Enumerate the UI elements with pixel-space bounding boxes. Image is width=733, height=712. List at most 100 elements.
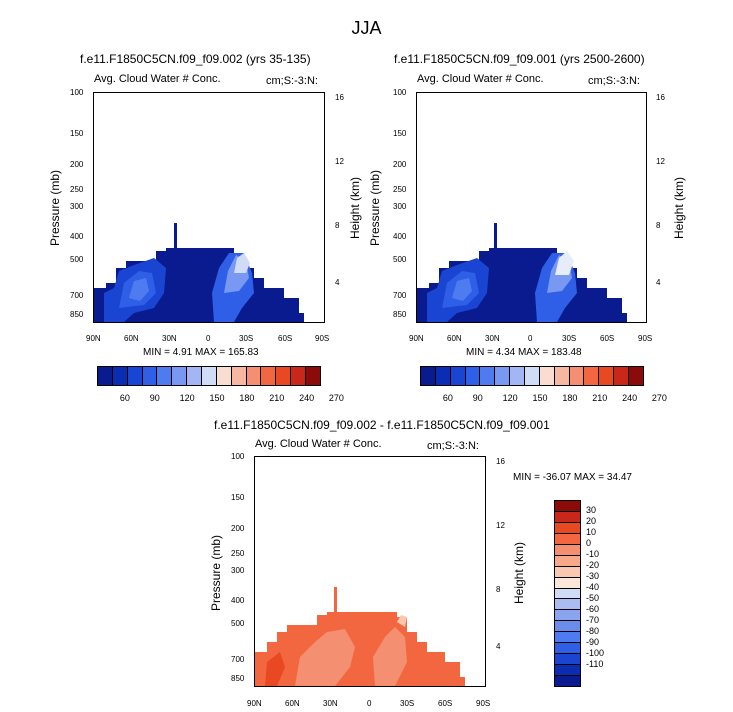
panel-3-title: f.e11.F1850C5CN.f09_f09.002 - f.e11.F185… xyxy=(214,418,550,432)
panel-3-plot xyxy=(254,456,486,687)
colorbar-2-swatch xyxy=(421,367,436,385)
colorbar-3-label: -70 xyxy=(586,615,600,625)
panel-2-title: f.e11.F1850C5CN.f09_f09.001 (yrs 2500-26… xyxy=(394,52,645,66)
colorbar-2-swatch xyxy=(465,367,481,385)
colorbar-2-label: 210 xyxy=(592,393,608,403)
colorbar-2-label: 90 xyxy=(472,393,483,403)
tick3-lat-90n: 90N xyxy=(247,699,262,708)
colorbar-3-label: 30 xyxy=(586,505,597,515)
tick-h3-4: 4 xyxy=(496,642,501,651)
tick-h2-12: 12 xyxy=(656,157,665,166)
panel-2-field-right-3 xyxy=(555,251,574,275)
colorbar-1-swatch xyxy=(306,367,320,385)
tick-p3-700: 700 xyxy=(231,655,245,664)
colorbar-3-swatch xyxy=(555,610,580,622)
colorbar-1-swatch xyxy=(216,367,232,385)
tick-p-250: 250 xyxy=(70,185,84,194)
colorbar-2-label: 270 xyxy=(651,393,667,403)
tick2-lat-60n: 60N xyxy=(447,334,462,343)
tick-lat-30n: 30N xyxy=(162,334,177,343)
colorbar-1-swatch xyxy=(98,367,113,385)
panel-1-ylabel: Pressure (mb) xyxy=(48,170,62,247)
colorbar-1-swatch xyxy=(142,367,158,385)
colorbar-3-swatch xyxy=(555,676,580,686)
colorbar-2-swatch xyxy=(584,367,600,385)
tick-p-500: 500 xyxy=(70,255,84,264)
colorbar-3-label: -110 xyxy=(586,659,604,669)
colorbar-2-swatch xyxy=(569,367,585,385)
tick3-lat-60s: 60S xyxy=(438,699,453,708)
colorbar-3-label: -20 xyxy=(586,560,600,570)
tick-p3-300: 300 xyxy=(231,566,245,575)
tick-p-400: 400 xyxy=(70,232,84,241)
colorbar-3-label: -60 xyxy=(586,604,600,614)
colorbar-2-label: 60 xyxy=(442,393,453,403)
panel-3-field-dark xyxy=(265,652,285,686)
tick-p2-300: 300 xyxy=(393,202,407,211)
tick-p3-200: 200 xyxy=(231,524,245,533)
panel-3-spike xyxy=(334,587,337,612)
panel-2-plot xyxy=(416,92,647,323)
colorbar-1-swatch xyxy=(157,367,173,385)
tick-h2-16: 16 xyxy=(656,93,665,102)
panel-1-units-label: cm;S:-3:N: xyxy=(266,75,318,87)
tick2-lat-60s: 60S xyxy=(600,334,615,343)
panel-2-variable-label: Avg. Cloud Water # Conc. xyxy=(417,73,544,85)
colorbar-3-swatch xyxy=(555,555,580,567)
colorbar-1-label: 150 xyxy=(209,393,225,403)
tick-p2-850: 850 xyxy=(393,310,407,319)
tick-p2-150: 150 xyxy=(393,129,407,138)
panel-3-field-light xyxy=(295,629,355,686)
panel-3-ylabel: Pressure (mb) xyxy=(209,535,223,612)
tick-lat-90n: 90N xyxy=(86,334,101,343)
colorbar-1-label: 180 xyxy=(239,393,255,403)
colorbar-1-label: 90 xyxy=(149,393,160,403)
colorbar-2 xyxy=(420,366,644,386)
colorbar-3-swatch xyxy=(555,501,580,512)
tick-lat-0: 0 xyxy=(206,334,211,343)
colorbar-3-label: -40 xyxy=(586,582,600,592)
tick-p-700: 700 xyxy=(70,291,84,300)
panel-1-ylabel-right: Height (km) xyxy=(348,177,362,240)
colorbar-2-swatch xyxy=(510,367,526,385)
colorbar-2-swatch xyxy=(614,367,630,385)
colorbar-2-swatch xyxy=(599,367,615,385)
panel-3-field-light-2 xyxy=(373,627,407,686)
colorbar-2-swatch xyxy=(554,367,570,385)
tick-p3-500: 500 xyxy=(231,619,245,628)
colorbar-2-swatch xyxy=(435,367,451,385)
tick3-lat-60n: 60N xyxy=(285,699,300,708)
colorbar-1-swatch xyxy=(172,367,188,385)
tick-p-200: 200 xyxy=(70,160,84,169)
panel-1-spike xyxy=(174,223,177,248)
colorbar-3-swatch xyxy=(555,632,580,644)
tick2-lat-30s: 30S xyxy=(562,334,577,343)
tick-h-12: 12 xyxy=(335,157,344,166)
colorbar-1-label: 270 xyxy=(328,393,344,403)
colorbar-3-label: -90 xyxy=(586,637,600,647)
tick-lat-90s: 90S xyxy=(315,334,330,343)
panel-2-units-label: cm;S:-3:N: xyxy=(588,75,640,87)
panel-2-ylabel: Pressure (mb) xyxy=(368,170,382,247)
colorbar-3-swatch xyxy=(555,533,580,545)
tick-p2-100: 100 xyxy=(393,88,407,97)
colorbar-3-label: -80 xyxy=(586,626,600,636)
colorbar-3-swatch xyxy=(555,654,580,666)
tick-h2-8: 8 xyxy=(656,221,661,230)
colorbar-1-label: 120 xyxy=(179,393,195,403)
panel-3-ylabel-right: Height (km) xyxy=(512,542,526,605)
tick2-lat-0: 0 xyxy=(528,334,533,343)
tick-p3-150: 150 xyxy=(231,493,245,502)
colorbar-1-swatch xyxy=(261,367,277,385)
tick-lat-60s: 60S xyxy=(278,334,293,343)
panel-1-stats: MIN = 4.91 MAX = 165.83 xyxy=(143,347,259,358)
tick-lat-60n: 60N xyxy=(124,334,139,343)
colorbar-1-swatch xyxy=(246,367,262,385)
tick3-lat-0: 0 xyxy=(367,699,372,708)
tick-h-4: 4 xyxy=(335,278,340,287)
tick-h3-8: 8 xyxy=(496,585,501,594)
panel-2-ylabel-right: Height (km) xyxy=(672,177,686,240)
panel-3-stats: MIN = -36.07 MAX = 34.47 xyxy=(513,472,632,483)
colorbar-2-swatch xyxy=(450,367,466,385)
tick3-lat-90s: 90S xyxy=(476,699,491,708)
